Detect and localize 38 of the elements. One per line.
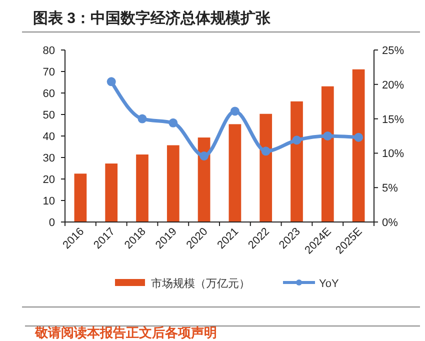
point xyxy=(261,146,270,156)
point xyxy=(230,106,240,116)
point xyxy=(138,114,147,124)
y2-tick-label: 5% xyxy=(382,182,398,195)
point xyxy=(200,151,209,160)
bar xyxy=(198,138,210,222)
legend-label: YoY xyxy=(319,278,340,290)
y2-tick-label: 0% xyxy=(382,217,398,229)
chart-title: 图表 3：中国数字经济总体规模扩张 xyxy=(33,9,272,27)
y-tick-label: 20 xyxy=(42,174,55,186)
y-tick-label: 40 xyxy=(42,131,55,143)
y-tick-label: 0 xyxy=(48,217,55,229)
legend-label: 市场规模（万亿元） xyxy=(151,277,250,290)
y-tick-label: 10 xyxy=(42,196,55,208)
y-tick-label: 30 xyxy=(42,152,55,164)
bar xyxy=(166,145,180,222)
y2-tick-label: 10% xyxy=(382,148,404,160)
y-tick-label: 70 xyxy=(42,66,55,78)
bar xyxy=(290,101,303,222)
point xyxy=(323,132,332,140)
bar xyxy=(260,114,272,222)
y-tick-label: 50 xyxy=(42,110,55,122)
bar xyxy=(352,69,365,222)
point xyxy=(168,118,178,128)
bar xyxy=(74,174,87,222)
text: 敬请阅读本报告正文后各项声明 xyxy=(34,325,217,340)
y2-tick-label: 25% xyxy=(382,45,404,57)
bar xyxy=(136,154,148,222)
point xyxy=(354,132,364,142)
bar xyxy=(105,164,118,222)
point xyxy=(106,77,116,86)
point xyxy=(292,136,302,145)
y2-tick-label: 15% xyxy=(382,114,404,126)
y-tick-label: 60 xyxy=(42,88,55,100)
bar xyxy=(321,86,334,222)
bar xyxy=(228,124,242,222)
y-tick-label: 80 xyxy=(42,45,55,57)
y2-tick-label: 20% xyxy=(382,79,404,92)
